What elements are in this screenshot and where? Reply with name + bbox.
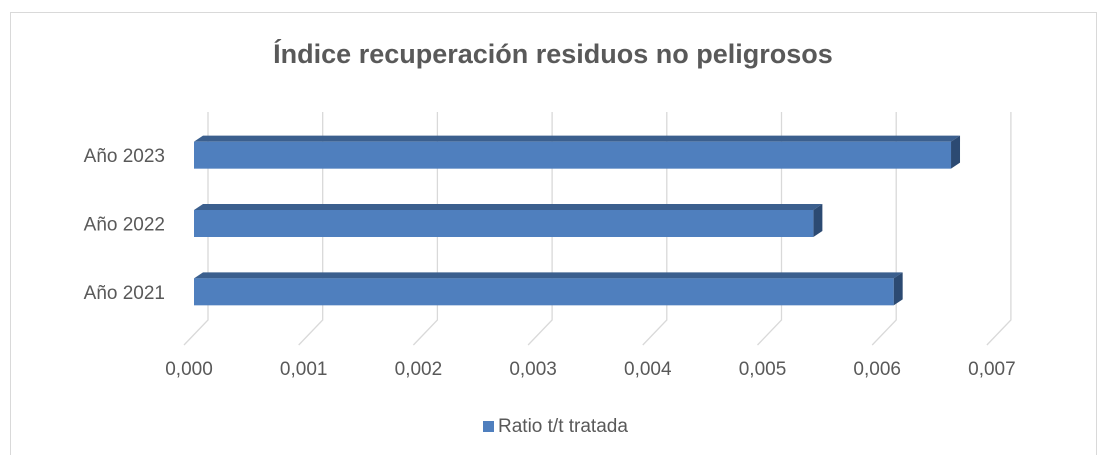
bar-front <box>194 278 894 306</box>
grid-line <box>298 112 324 346</box>
y-tick-label: Año 2023 <box>84 146 165 167</box>
bar <box>194 135 961 169</box>
x-tick-label: 0,004 <box>624 359 672 380</box>
x-tick-label: 0,002 <box>395 359 443 380</box>
x-tick-label: 0,001 <box>280 359 328 380</box>
bar <box>194 204 823 237</box>
bar-top <box>194 272 903 279</box>
grid-line <box>527 112 553 346</box>
y-tick-label: Año 2021 <box>84 283 165 304</box>
x-tick-label: 0,006 <box>853 359 901 380</box>
bar-front <box>194 141 952 169</box>
legend-swatch <box>483 421 494 432</box>
bar <box>194 272 903 306</box>
grid-line <box>642 112 668 346</box>
bar-side <box>813 204 823 237</box>
x-tick-label: 0,000 <box>165 359 213 380</box>
grid-line <box>986 112 1012 346</box>
bar-side <box>951 135 961 169</box>
bar-top <box>194 204 823 210</box>
bar-top <box>194 135 961 142</box>
bar-front <box>194 210 814 237</box>
x-tick-label: 0,005 <box>739 359 787 380</box>
chart-title: Índice recuperación residuos no peligros… <box>273 38 833 69</box>
grid-line <box>871 112 897 346</box>
legend-label: Ratio t/t tratada <box>498 416 628 437</box>
grid-line <box>412 112 439 346</box>
x-tick-label: 0,003 <box>509 359 557 380</box>
grid-line <box>183 112 209 346</box>
x-tick-label: 0,007 <box>968 359 1016 380</box>
y-tick-label: Año 2022 <box>84 215 165 236</box>
grid-line <box>757 112 783 346</box>
bar-side <box>893 272 903 306</box>
